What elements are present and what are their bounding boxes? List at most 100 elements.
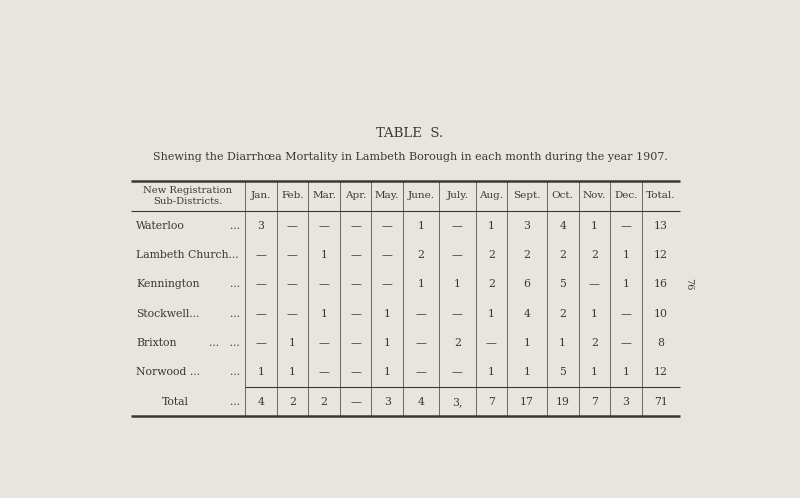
Text: 1: 1 bbox=[523, 368, 530, 377]
Text: Oct.: Oct. bbox=[552, 191, 574, 200]
Text: —: — bbox=[318, 279, 330, 289]
Text: 1: 1 bbox=[321, 250, 327, 260]
Text: —: — bbox=[416, 338, 426, 348]
Text: 1: 1 bbox=[454, 279, 461, 289]
Text: Shewing the Diarrhœa Mortality in Lambeth Borough in each month during the year : Shewing the Diarrhœa Mortality in Lambet… bbox=[153, 152, 667, 162]
Text: —: — bbox=[255, 279, 266, 289]
Text: 2: 2 bbox=[523, 250, 530, 260]
Text: 1: 1 bbox=[590, 368, 598, 377]
Text: —: — bbox=[350, 279, 361, 289]
Text: 1: 1 bbox=[384, 309, 390, 319]
Text: —: — bbox=[255, 309, 266, 319]
Text: —: — bbox=[452, 368, 463, 377]
Text: 12: 12 bbox=[654, 368, 668, 377]
Text: —: — bbox=[318, 221, 330, 231]
Text: —: — bbox=[382, 250, 393, 260]
Text: 7: 7 bbox=[591, 397, 598, 407]
Text: 1: 1 bbox=[258, 368, 264, 377]
Text: —: — bbox=[318, 338, 330, 348]
Text: —: — bbox=[255, 250, 266, 260]
Text: 2: 2 bbox=[488, 279, 495, 289]
Text: —: — bbox=[350, 250, 361, 260]
Text: Mar.: Mar. bbox=[312, 191, 336, 200]
Text: Waterloo: Waterloo bbox=[136, 221, 185, 231]
Text: 4: 4 bbox=[258, 397, 264, 407]
Text: ...: ... bbox=[230, 279, 240, 289]
Text: 5: 5 bbox=[559, 368, 566, 377]
Text: Lambeth Church...: Lambeth Church... bbox=[136, 250, 238, 260]
Text: —: — bbox=[350, 309, 361, 319]
Text: ...: ... bbox=[230, 397, 240, 407]
Text: 1: 1 bbox=[488, 221, 495, 231]
Text: New Registration
Sub-Districts.: New Registration Sub-Districts. bbox=[143, 186, 233, 206]
Text: 3,: 3, bbox=[452, 397, 462, 407]
Text: June.: June. bbox=[408, 191, 434, 200]
Text: 10: 10 bbox=[654, 309, 668, 319]
Text: —: — bbox=[350, 221, 361, 231]
Text: 2: 2 bbox=[559, 250, 566, 260]
Text: 4: 4 bbox=[523, 309, 530, 319]
Text: May.: May. bbox=[375, 191, 399, 200]
Text: 2: 2 bbox=[488, 250, 495, 260]
Text: Total: Total bbox=[162, 397, 189, 407]
Text: 2: 2 bbox=[418, 250, 425, 260]
Text: 1: 1 bbox=[418, 279, 425, 289]
Text: —: — bbox=[621, 221, 631, 231]
Text: —: — bbox=[287, 309, 298, 319]
Text: 2: 2 bbox=[321, 397, 327, 407]
Text: 4: 4 bbox=[418, 397, 425, 407]
Text: —: — bbox=[350, 397, 361, 407]
Text: 12: 12 bbox=[654, 250, 668, 260]
Text: 6: 6 bbox=[523, 279, 530, 289]
Text: 2: 2 bbox=[590, 338, 598, 348]
Text: 3: 3 bbox=[523, 221, 530, 231]
Text: —: — bbox=[416, 368, 426, 377]
Text: 1: 1 bbox=[289, 368, 296, 377]
Text: 2: 2 bbox=[590, 250, 598, 260]
Text: 3: 3 bbox=[258, 221, 264, 231]
Text: —: — bbox=[486, 338, 497, 348]
Text: —: — bbox=[255, 338, 266, 348]
Text: Sept.: Sept. bbox=[514, 191, 541, 200]
Text: ...: ... bbox=[230, 368, 240, 377]
Text: Feb.: Feb. bbox=[281, 191, 304, 200]
Text: 19: 19 bbox=[556, 397, 570, 407]
Text: Stockwell...: Stockwell... bbox=[136, 309, 199, 319]
Text: 17: 17 bbox=[520, 397, 534, 407]
Text: 3: 3 bbox=[384, 397, 390, 407]
Text: Apr.: Apr. bbox=[345, 191, 366, 200]
Text: —: — bbox=[350, 338, 361, 348]
Text: Brixton: Brixton bbox=[136, 338, 177, 348]
Text: 1: 1 bbox=[289, 338, 296, 348]
Text: Aug.: Aug. bbox=[479, 191, 503, 200]
Text: 16: 16 bbox=[654, 279, 668, 289]
Text: —: — bbox=[589, 279, 600, 289]
Text: Nov.: Nov. bbox=[582, 191, 606, 200]
Text: 8: 8 bbox=[657, 338, 664, 348]
Text: —: — bbox=[452, 309, 463, 319]
Text: —: — bbox=[382, 221, 393, 231]
Text: TABLE  S.: TABLE S. bbox=[376, 127, 444, 140]
Text: ...: ... bbox=[230, 221, 240, 231]
Text: 1: 1 bbox=[488, 368, 495, 377]
Text: Total.: Total. bbox=[646, 191, 675, 200]
Text: 7: 7 bbox=[488, 397, 494, 407]
Text: 2: 2 bbox=[559, 309, 566, 319]
Text: 1: 1 bbox=[488, 309, 495, 319]
Text: —: — bbox=[452, 250, 463, 260]
Text: 1: 1 bbox=[590, 309, 598, 319]
Text: —: — bbox=[287, 250, 298, 260]
Text: 3: 3 bbox=[622, 397, 630, 407]
Text: Dec.: Dec. bbox=[614, 191, 638, 200]
Text: —: — bbox=[318, 368, 330, 377]
Text: 2: 2 bbox=[454, 338, 461, 348]
Text: 1: 1 bbox=[321, 309, 327, 319]
Text: 1: 1 bbox=[622, 368, 630, 377]
Text: 5: 5 bbox=[559, 279, 566, 289]
Text: —: — bbox=[287, 221, 298, 231]
Text: Jan.: Jan. bbox=[250, 191, 271, 200]
Text: —: — bbox=[452, 221, 463, 231]
Text: —: — bbox=[621, 338, 631, 348]
Text: 1: 1 bbox=[384, 338, 390, 348]
Text: Kennington: Kennington bbox=[136, 279, 199, 289]
